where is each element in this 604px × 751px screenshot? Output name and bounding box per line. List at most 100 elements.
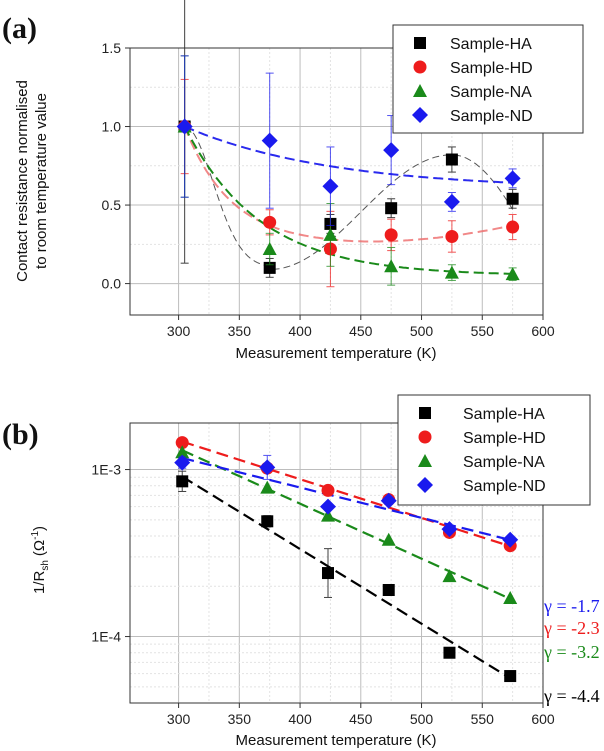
panel-a-point-sample-nd [261, 132, 278, 149]
panel-a-x-axis-title: Measurement temperature (K) [236, 345, 437, 362]
panel-b-point-sample-hd [175, 436, 189, 450]
panel-a-point-sample-nd [504, 170, 521, 187]
panel-b-point-sample-na [175, 445, 190, 459]
panel-a-legend-label-sample-hd: Sample-HD [450, 60, 533, 77]
panel-b-y-axis-title-unit: (Ω [31, 540, 48, 556]
panel-a-fit-curves [183, 125, 514, 275]
panel-a-legend-label-sample-ha: Sample-HA [450, 36, 532, 53]
panel-b-x-ticks: 300 350 400 450 500 550 600 [167, 703, 555, 727]
panel-a-point-sample-ha [506, 192, 519, 205]
panel-b-y-ticks: 1E-4 1E-3 [91, 462, 130, 645]
panel-b-y-tick-label-1e-3: 1E-3 [91, 462, 121, 478]
panel-a-point-sample-hd [263, 215, 277, 229]
panel-a-point-sample-hd [445, 229, 459, 243]
panel-b-x-axis-title: Measurement temperature (K) [236, 732, 437, 749]
panel-b-x-tick-label-450: 450 [349, 711, 373, 727]
panel-a-point-sample-hd [506, 220, 520, 234]
panel-b-point-sample-nd [380, 492, 397, 509]
panel-b-label: (b) [2, 418, 39, 451]
panel-b: (b) 300 350 400 450 500 550 600 1E-4 1E-3 Measu… [2, 394, 600, 749]
panel-a: (a) 300 350 400 450 500 550 600 0.0 0.5 1.0 1.5 M… [2, 0, 584, 362]
panel-a-x-tick-label-450: 450 [349, 323, 373, 339]
panel-b-fit-sample-na [181, 449, 514, 601]
panel-a-fit-sample-ha [184, 126, 514, 271]
panel-b-gamma-label-sample-na: γ = -3.2 [543, 642, 600, 662]
panel-a-point-sample-nd [176, 118, 193, 135]
panel-b-point-sample-hd [321, 483, 335, 497]
panel-a-point-sample-ha [445, 153, 458, 166]
panel-a-point-sample-nd [383, 142, 400, 159]
panel-b-y-axis-title-close: ) [31, 526, 48, 531]
panel-a-point-sample-nd [443, 193, 460, 210]
panel-b-legend-label-sample-hd: Sample-HD [463, 430, 546, 447]
panel-b-y-tick-label-1e-4: 1E-4 [91, 629, 121, 645]
panel-a-point-sample-hd [384, 228, 398, 242]
panel-b-x-tick-label-600: 600 [531, 711, 555, 727]
panel-b-x-tick-label-300: 300 [167, 711, 191, 727]
panel-a-series-sample-nd [176, 55, 521, 226]
panel-b-series-sample-na [175, 445, 518, 605]
panel-b-point-sample-nd [502, 531, 519, 548]
panel-a-y-axis-title-line1: Contact resistance normalised [14, 80, 31, 282]
panel-a-data-points [176, 0, 521, 288]
panel-b-gamma-label-sample-hd: γ = -2.3 [543, 618, 600, 638]
panel-a-x-tick-label-500: 500 [410, 323, 434, 339]
panel-b-point-sample-ha [321, 567, 334, 580]
panel-a-point-sample-na [384, 259, 399, 273]
panel-b-point-sample-ha [176, 475, 189, 488]
panel-a-legend-marker-sample-ha [414, 37, 426, 49]
panel-a-x-tick-label-600: 600 [531, 323, 555, 339]
panel-b-point-sample-nd [174, 454, 191, 471]
panel-a-x-tick-label-350: 350 [228, 323, 252, 339]
panel-b-legend-label-sample-nd: Sample-ND [463, 478, 546, 495]
panel-a-legend-label-sample-nd: Sample-ND [450, 108, 533, 125]
panel-b-point-sample-ha [261, 515, 274, 528]
panel-b-point-sample-na [503, 591, 518, 605]
panel-a-y-tick-label-1-5: 1.5 [102, 40, 122, 56]
panel-b-gamma-label-sample-ha: γ = -4.4 [543, 686, 600, 706]
panel-b-point-sample-ha [504, 670, 517, 683]
panel-b-y-axis-title-sub: sh [40, 560, 51, 571]
panel-a-y-ticks: 0.0 0.5 1.0 1.5 [102, 40, 130, 292]
panel-b-y-axis-title-sup: -1 [30, 531, 41, 540]
panel-a-x-tick-label-400: 400 [288, 323, 312, 339]
panel-a-legend-marker-sample-nd [412, 107, 428, 123]
panel-b-point-sample-nd [259, 459, 276, 476]
panel-b-x-tick-label-550: 550 [471, 711, 495, 727]
panel-b-gamma-labels: γ = -4.4 γ = -2.3 γ = -3.2 γ = -1.7 [543, 596, 600, 706]
panel-a-point-sample-ha [385, 202, 398, 215]
panel-b-point-sample-na [320, 508, 335, 522]
panel-a-y-tick-label-0-5: 0.5 [102, 197, 122, 213]
panel-a-legend: Sample-HA Sample-HD Sample-NA Sample-ND [392, 24, 584, 134]
panel-b-legend-marker-sample-na [418, 454, 432, 467]
panel-b-point-sample-na [381, 532, 396, 546]
panel-a-legend-marker-sample-hd [413, 60, 427, 74]
panel-b-point-sample-ha [443, 646, 456, 659]
panel-b-legend-marker-sample-hd [418, 430, 432, 444]
panel-a-y-axis-title-line2: to room temperature value [33, 93, 50, 269]
panel-b-data-points [174, 436, 519, 683]
panel-b-y-axis-title-main: 1/R [31, 571, 48, 595]
panel-a-x-tick-label-550: 550 [471, 323, 495, 339]
panel-a-point-sample-na [444, 265, 459, 279]
panel-b-legend-label-sample-ha: Sample-HA [463, 406, 545, 423]
panel-b-series-sample-ha [176, 470, 517, 683]
panel-b-series-sample-nd [174, 454, 519, 548]
panel-b-legend-marker-sample-nd [417, 477, 433, 493]
panel-b-plot-frame [129, 422, 544, 704]
panel-b-fit-lines [181, 440, 514, 681]
panel-b-point-sample-na [260, 480, 275, 494]
panel-a-legend-marker-sample-na [413, 84, 427, 97]
panel-b-x-tick-label-500: 500 [410, 711, 434, 727]
panel-b-legend-marker-sample-ha [419, 407, 431, 419]
panel-b-point-sample-na [442, 569, 457, 583]
panel-a-y-tick-label-1-0: 1.0 [102, 119, 122, 135]
panel-b-fit-sample-ha [181, 475, 514, 681]
panel-b-fit-sample-hd [181, 440, 513, 549]
panel-b-point-sample-nd [319, 498, 336, 515]
panel-a-point-sample-nd [322, 178, 339, 195]
panel-b-x-tick-label-350: 350 [228, 711, 252, 727]
panel-a-label: (a) [2, 12, 37, 45]
panel-b-point-sample-nd [441, 521, 458, 538]
